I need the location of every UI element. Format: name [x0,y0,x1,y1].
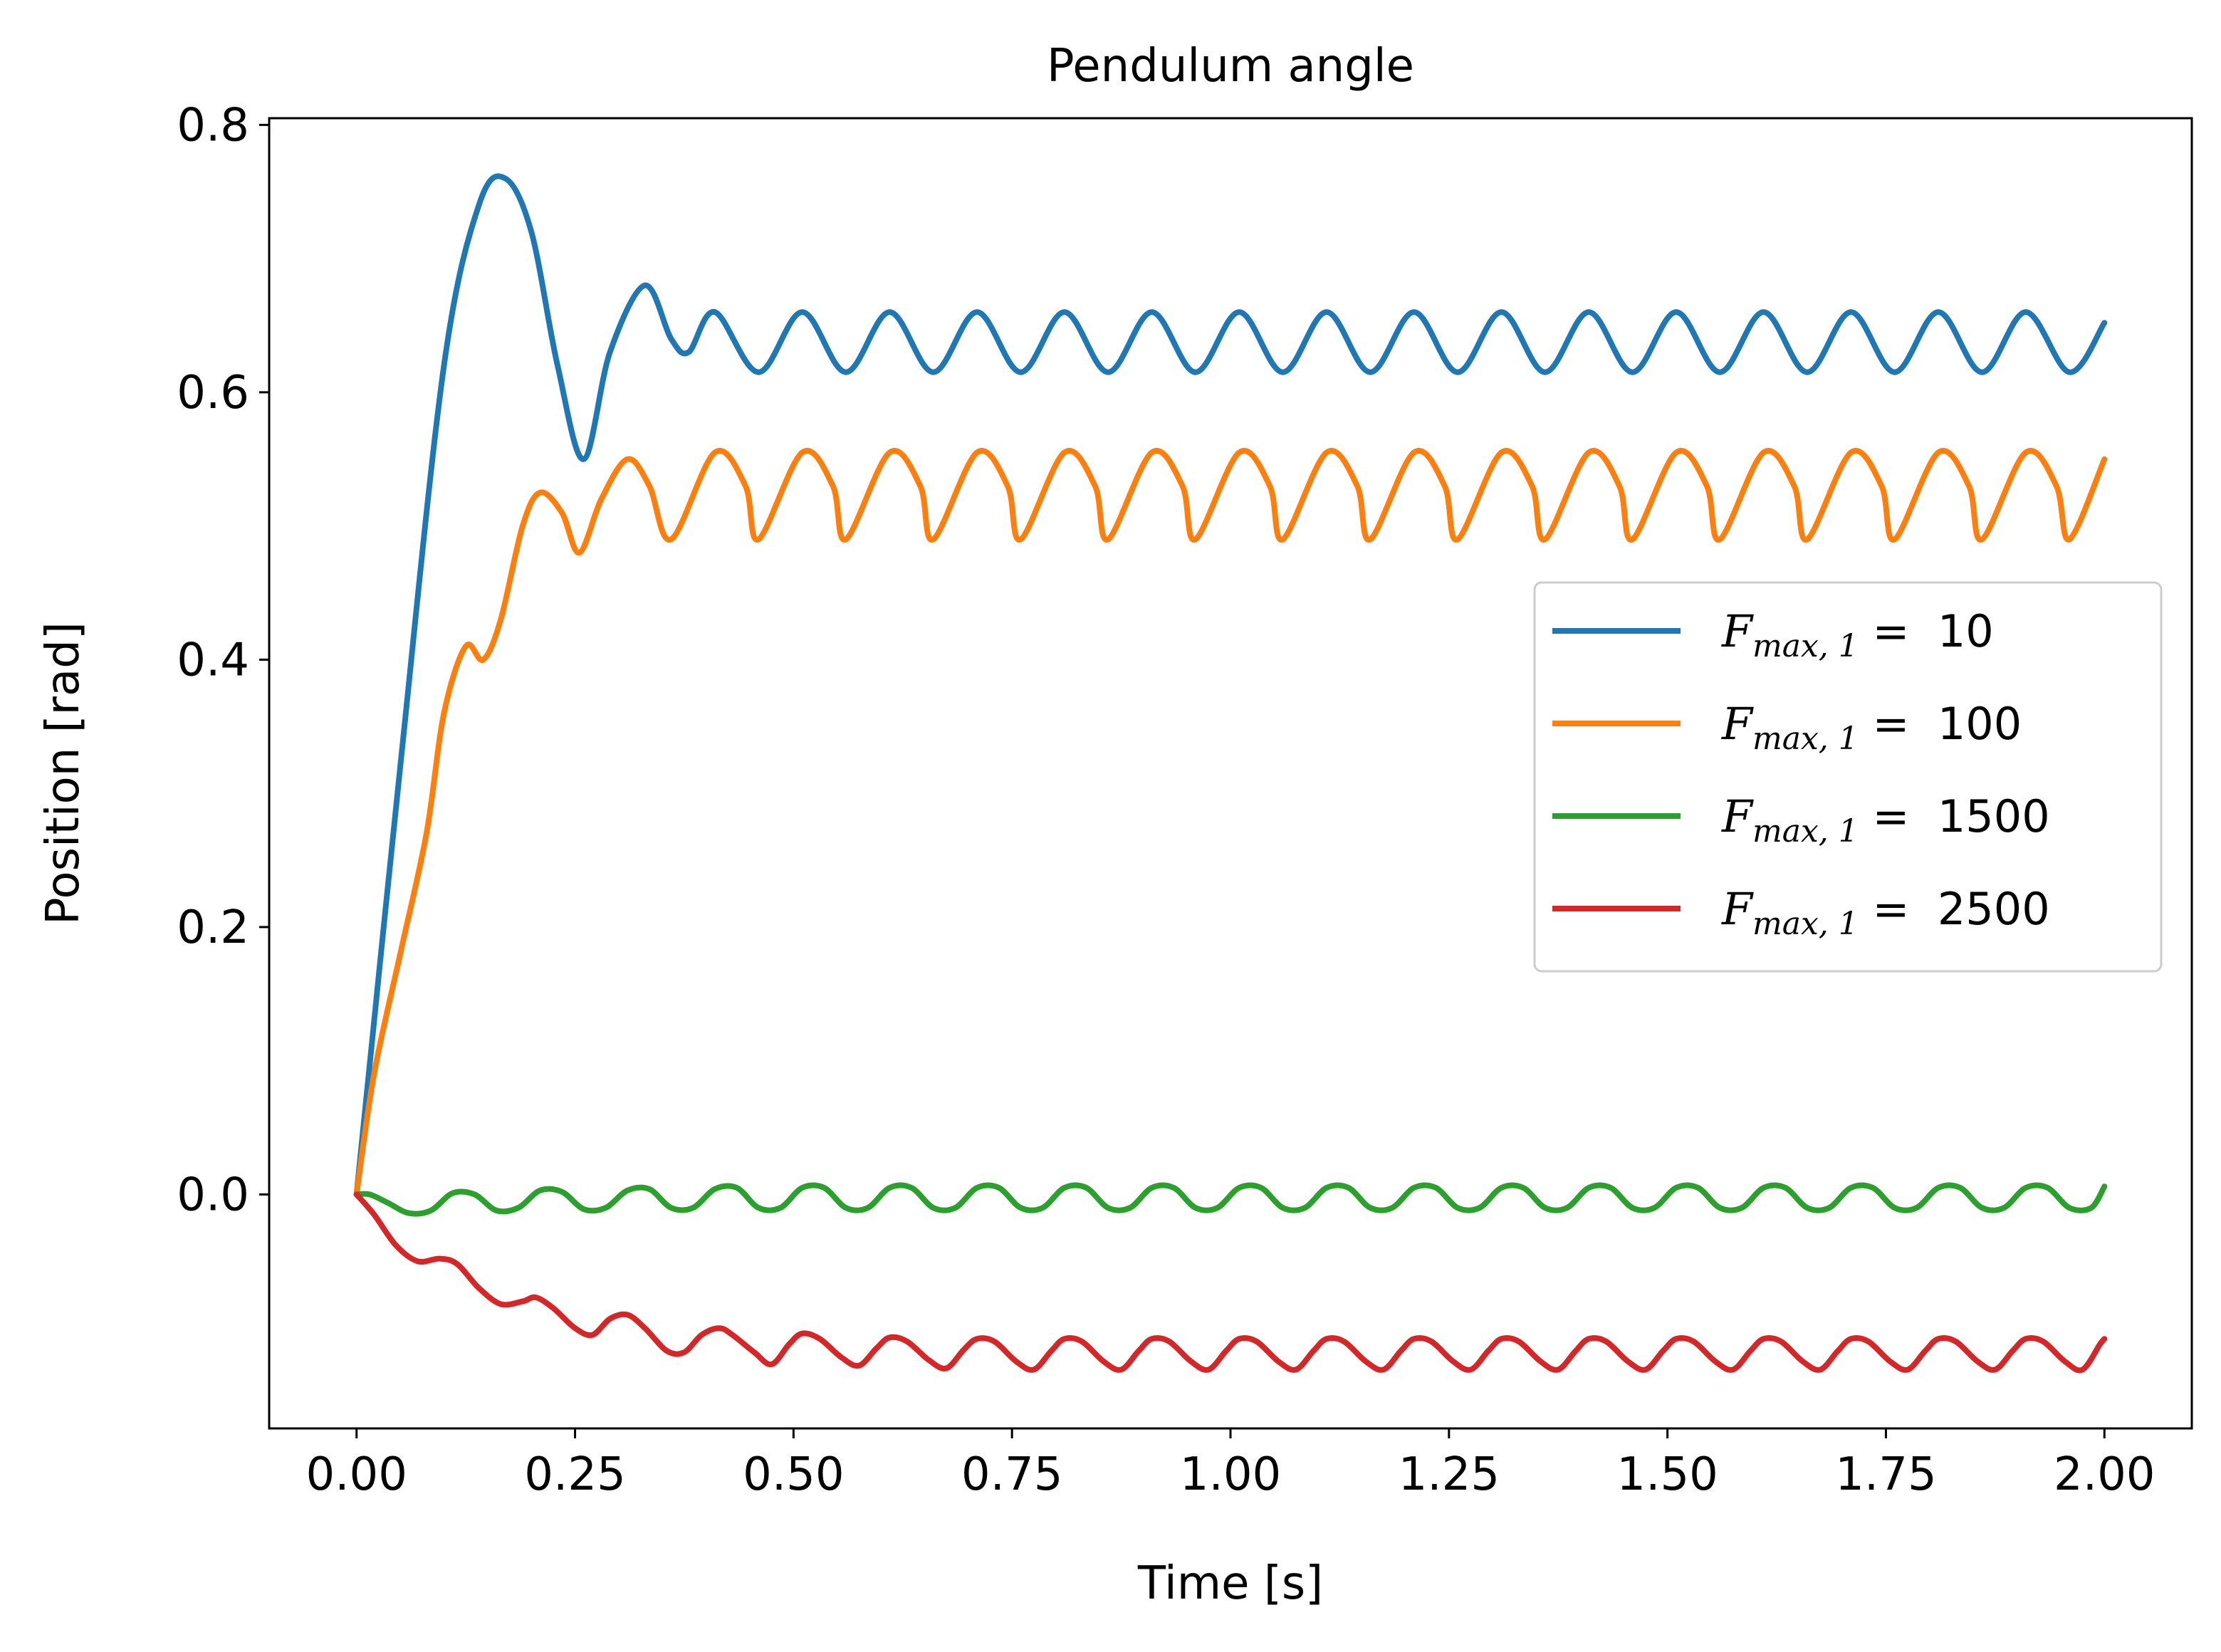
series-line-2500 [353,1191,2108,1374]
legend: Fmax, 1 = 10 Fmax, 1 = 100 Fmax, 1 = 1500 F… [1533,581,2163,973]
x-tick-label: 1.75 [1835,1448,1937,1501]
series-line-1500 [353,1182,2108,1217]
y-tick-label: 0.6 [177,367,249,419]
x-tick-label: 0.25 [524,1448,626,1501]
x-tick-label: 1.50 [1616,1448,1718,1501]
legend-label-1500: Fmax, 1 = 1500 [1721,790,2050,849]
legend-frame [1533,581,2163,973]
x-tick-label: 1.25 [1399,1448,1500,1501]
legend-label-2500: Fmax, 1 = 2500 [1721,883,2050,942]
x-axis-label: Time [s] [1137,1557,1323,1610]
x-axis: 0.00 0.25 0.50 0.75 1.00 1.25 1.50 1.75 2.00 [305,1428,2155,1501]
y-tick-label: 0.0 [177,1169,249,1221]
x-tick-label: 0.00 [305,1448,407,1501]
y-tick-label: 0.4 [177,634,249,686]
x-tick-label: 0.50 [743,1448,845,1501]
y-axis-label: Position [rad] [37,622,90,925]
x-tick-label: 0.75 [961,1448,1063,1501]
series-line-100 [353,448,2108,1198]
series-line-10 [353,173,2108,1198]
chart-title: Pendulum angle [1047,40,1414,93]
y-tick-label: 0.8 [177,99,249,152]
x-tick-label: 1.00 [1180,1448,1282,1501]
plot-area [353,173,2108,1374]
legend-label-100: Fmax, 1 = 100 [1721,698,2022,757]
x-tick-label: 2.00 [2054,1448,2155,1501]
y-tick-label: 0.2 [177,901,249,954]
y-axis: 0.0 0.2 0.4 0.6 0.8 [177,99,269,1221]
legend-label-10: Fmax, 1 = 10 [1721,605,1994,664]
